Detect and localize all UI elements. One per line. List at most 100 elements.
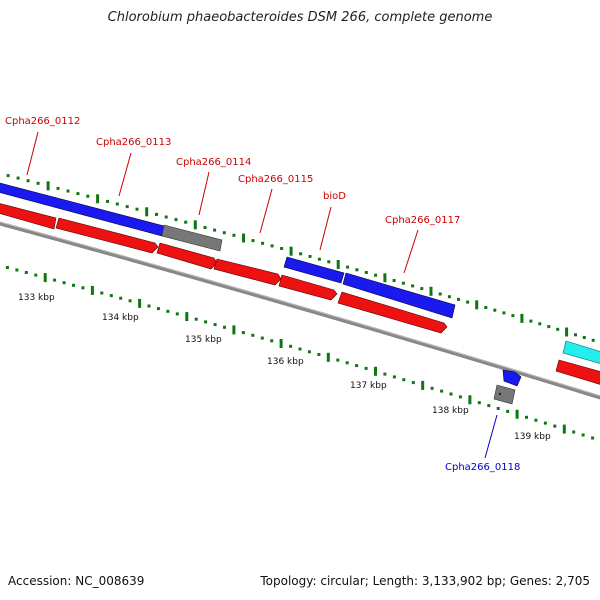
accession-text: Accession: NC_008639 <box>8 574 145 588</box>
scale-label-137: 137 kbp <box>350 381 387 391</box>
upper-scale-minor-tick <box>222 231 226 235</box>
upper-scale-minor-tick <box>582 336 586 339</box>
lower-scale-minor-tick <box>402 378 406 382</box>
upper-scale-minor-tick <box>115 202 119 206</box>
scale-label-139: 139 kbp <box>514 432 551 442</box>
feature-red-1[interactable] <box>0 203 57 230</box>
lower-scale-major-tick <box>421 380 425 390</box>
lower-scale-minor-tick <box>128 299 132 303</box>
feature-blue-biod[interactable] <box>283 256 345 284</box>
lower-scale-minor-tick <box>525 415 528 419</box>
lower-scale-major-tick <box>138 298 142 308</box>
upper-scale-major-tick <box>242 233 245 243</box>
feature-red-2[interactable] <box>55 217 159 254</box>
upper-scale-minor-tick <box>457 297 460 301</box>
upper-scale-minor-tick <box>86 194 90 198</box>
scale-label-135: 135 kbp <box>185 335 222 345</box>
lower-scale-major-tick <box>279 339 283 348</box>
upper-scale-major-tick <box>429 286 433 296</box>
page-title: Chlorobium phaeobacteroides DSM 266, com… <box>107 10 493 25</box>
lower-scale-minor-tick <box>307 350 311 354</box>
lower-scale-major-tick <box>374 366 377 376</box>
leader-0115 <box>259 188 273 234</box>
upper-scale-major-tick <box>475 300 479 310</box>
leader-biod <box>319 206 332 251</box>
upper-scale-minor-tick <box>106 199 109 203</box>
lower-scale-major-tick <box>43 273 47 283</box>
lower-scale-minor-tick <box>119 296 123 300</box>
lower-scale-minor-tick <box>449 392 453 396</box>
upper-scale-minor-tick <box>374 273 378 277</box>
lower-scale-minor-tick <box>543 421 547 425</box>
upper-scale-major-tick <box>145 207 149 217</box>
lower-scale-minor-tick <box>53 278 57 282</box>
upper-scale-minor-tick <box>299 252 303 256</box>
upper-scale-minor-tick <box>16 176 20 180</box>
lower-scale-minor-tick <box>430 386 434 390</box>
upper-scale-minor-tick <box>125 205 129 209</box>
upper-scale-minor-tick <box>538 322 542 326</box>
upper-scale-minor-tick <box>411 284 415 288</box>
lower-scale-minor-tick <box>109 294 113 298</box>
lower-scale-minor-tick <box>270 339 274 343</box>
lower-scale-minor-tick <box>534 418 538 422</box>
upper-scale-major-tick <box>383 273 387 283</box>
lower-scale-minor-tick <box>553 424 557 428</box>
leader-0113 <box>118 152 132 197</box>
lower-scale-major-tick <box>515 409 519 419</box>
lower-scale-minor-tick <box>175 312 179 316</box>
lower-scale-major-tick <box>232 325 236 335</box>
lower-scale-major-tick <box>468 395 472 405</box>
upper-scale-minor-tick <box>392 279 396 282</box>
lower-scale-minor-tick <box>355 364 359 368</box>
feature-red-4[interactable] <box>213 258 282 286</box>
lower-scale-major-tick <box>562 424 566 434</box>
scale-label-133: 133 kbp <box>18 293 55 303</box>
upper-scale-major-tick <box>289 246 293 256</box>
feature-blue-0118[interactable] <box>502 369 522 387</box>
lower-scale-minor-tick <box>260 336 264 340</box>
gene-label-cpha266-0114: Cpha266_0114 <box>176 157 251 168</box>
feature-red-5[interactable] <box>278 274 338 301</box>
feature-cyan-rna[interactable] <box>562 340 600 364</box>
upper-scale-minor-tick <box>76 192 80 196</box>
upper-scale-minor-tick <box>401 281 405 285</box>
upper-scale-minor-tick <box>420 287 424 291</box>
scale-label-136: 136 kbp <box>267 357 304 367</box>
upper-scale-minor-tick <box>364 271 368 274</box>
lower-scale-major-tick <box>326 352 330 362</box>
leader-0117 <box>403 229 419 274</box>
lower-scale-minor-tick <box>364 366 368 370</box>
lower-scale-minor-tick <box>383 372 387 376</box>
lower-scale-minor-tick <box>34 273 38 277</box>
upper-scale-minor-tick <box>270 244 274 248</box>
upper-scale-minor-tick <box>346 265 350 269</box>
lower-scale-minor-tick <box>81 286 85 290</box>
gene-label-cpha266-0118: Cpha266_0118 <box>445 462 520 473</box>
upper-scale-minor-tick <box>308 255 312 258</box>
feature-red-3[interactable] <box>156 242 218 270</box>
feature-blue-0117[interactable] <box>342 272 456 319</box>
feature-red-6[interactable] <box>337 291 448 334</box>
lower-scale-minor-tick <box>581 433 585 437</box>
upper-scale-major-tick <box>96 194 100 204</box>
upper-scale-minor-tick <box>56 186 60 190</box>
lower-scale-minor-tick <box>317 353 321 356</box>
upper-scale-minor-tick <box>511 314 515 318</box>
upper-scale-minor-tick <box>280 247 284 250</box>
lower-scale-minor-tick <box>251 333 255 337</box>
feature-gray-0114[interactable] <box>161 224 223 252</box>
gene-label-cpha266-0113: Cpha266_0113 <box>96 137 171 148</box>
lower-scale-minor-tick <box>458 395 462 399</box>
feature-red-7[interactable] <box>555 359 600 385</box>
leader-0118 <box>484 414 498 459</box>
gene-label-cpha266-0115: Cpha266_0115 <box>238 174 313 185</box>
upper-scale-minor-tick <box>466 300 470 304</box>
lower-scale-minor-tick <box>496 407 500 410</box>
lower-scale-minor-tick <box>166 309 170 313</box>
upper-scale-minor-tick <box>327 260 331 264</box>
lower-scale-major-tick <box>185 312 189 322</box>
feature-gray-0118[interactable] <box>493 384 516 405</box>
upper-scale-minor-tick <box>213 228 217 232</box>
